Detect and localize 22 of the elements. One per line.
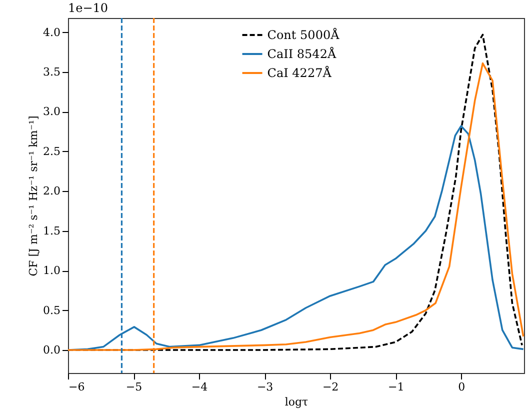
x-tick-label: −5 (126, 380, 142, 394)
y-tick-label: 2.0 (43, 184, 60, 198)
x-tick-label: −1 (388, 380, 404, 394)
y-tick-label: 4.0 (43, 26, 60, 39)
y-tick-label: 1.5 (43, 224, 60, 238)
y-tick-label: 3.0 (43, 105, 60, 118)
x-axis-title: logτ (284, 396, 308, 408)
y-tick-label: 0.0 (43, 343, 60, 356)
x-tick-label: −4 (191, 380, 208, 394)
text: 1e−10 (68, 1, 108, 15)
x-tick-label: −3 (256, 380, 274, 394)
y-tick-label: 1.0 (43, 264, 60, 278)
legend-label: Cont 5000Å (267, 27, 340, 42)
y-tick-label: 3.5 (43, 66, 60, 79)
y-tick-label: 0.5 (43, 304, 60, 317)
x-tick-label: −2 (322, 380, 339, 394)
x-tick-label: −6 (68, 380, 85, 394)
y-tick-label: 2.5 (43, 144, 60, 158)
legend-label: CaII 8542Å (267, 46, 336, 61)
x-tick-label: 0 (458, 380, 466, 394)
y-axis-title: CF [J m⁻² s⁻¹ Hz⁻¹ sr⁻¹ km⁻¹] (27, 116, 40, 276)
legend-label: CaI 4227Å (267, 65, 332, 80)
